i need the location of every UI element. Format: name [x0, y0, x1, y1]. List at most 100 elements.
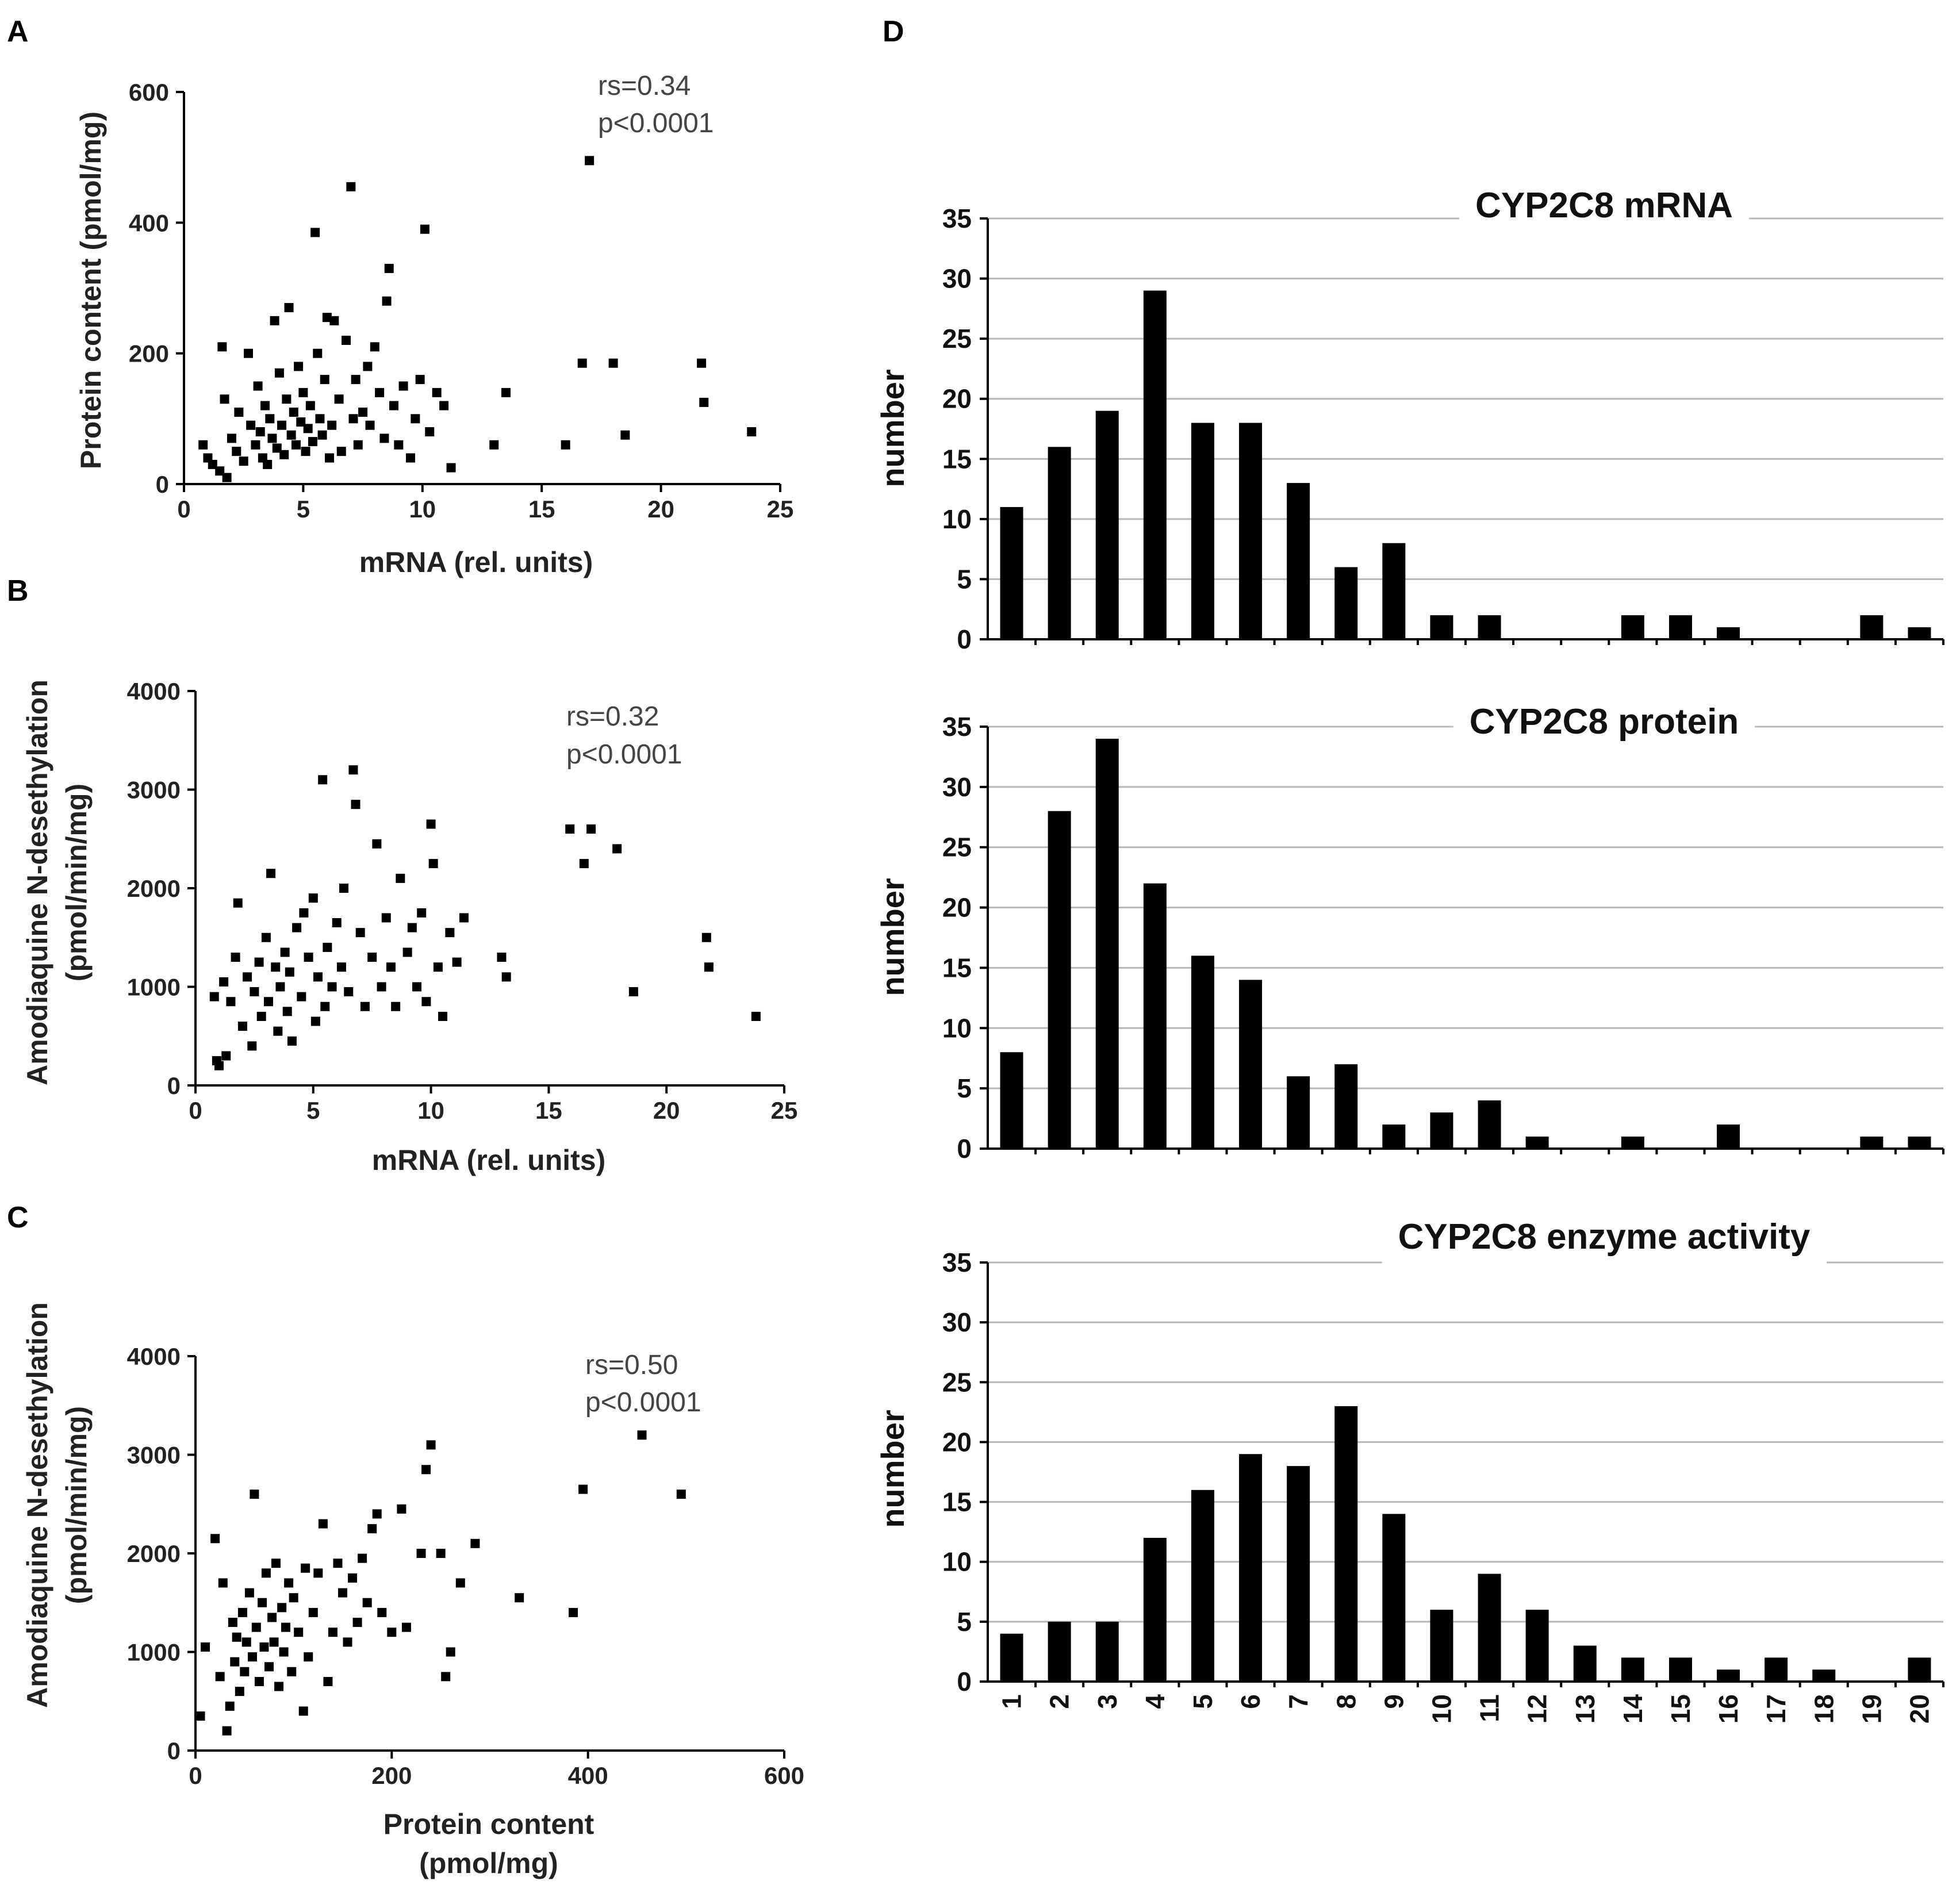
scatter-c-point [426, 1440, 436, 1450]
scatter-c-x-label-line2: (pmol/mg) [419, 1847, 558, 1879]
histogram-enzyme-activity-bar [1908, 1657, 1931, 1682]
panel-label-d: D [883, 15, 904, 48]
scatter-c-y-label-line2: (pmol/min/mg) [60, 1406, 93, 1604]
scatter-a-point [243, 348, 253, 358]
histogram-enzyme-activity-bar [1525, 1610, 1549, 1682]
scatter-c-point [352, 1618, 362, 1628]
scatter-a-point [439, 401, 449, 410]
scatter-a-point [251, 440, 260, 450]
scatter-a-point [501, 387, 511, 397]
scatter-b-y-tick-label: 3000 [127, 777, 181, 804]
scatter-a-point [291, 440, 301, 450]
scatter-b-y-tick-label: 1000 [127, 974, 181, 1001]
scatter-c-point [274, 1682, 284, 1691]
scatter-b-point [250, 987, 259, 997]
scatter-a-point [315, 414, 325, 424]
histogram-x-tick-label: 3 [1092, 1694, 1122, 1709]
scatter-b-point [377, 982, 386, 992]
histogram-enzyme-activity-bar [1765, 1657, 1788, 1682]
scatter-c-point [284, 1578, 294, 1588]
histogram-protein-y-tick-label: 25 [942, 832, 972, 862]
scatter-a-x-tick-label: 0 [177, 496, 190, 523]
scatter-c-point [298, 1706, 308, 1716]
scatter-c-point [259, 1642, 269, 1652]
histogram-enzyme-activity-y-tick-label: 30 [942, 1307, 972, 1337]
scatter-a-y-tick-label: 200 [129, 340, 169, 367]
scatter-b-point [263, 997, 273, 1007]
scatter-a-point [301, 447, 310, 456]
scatter-c-point [333, 1559, 343, 1568]
scatter-a-point [697, 358, 707, 368]
scatter-c-point [387, 1628, 397, 1637]
scatter-c-point [367, 1524, 377, 1534]
scatter-b-point [280, 947, 290, 957]
scatter-c-point [323, 1676, 333, 1686]
scatter-b-point [452, 957, 462, 967]
scatter-a-y-tick-label: 600 [129, 79, 169, 106]
scatter-c-point [569, 1607, 578, 1617]
scatter-a-y-label: Protein content (pmol/mg) [75, 112, 107, 469]
scatter-a-point [198, 440, 208, 450]
scatter-b-point [628, 987, 638, 997]
histogram-enzyme-activity-bar [1621, 1657, 1644, 1682]
scatter-a-point [227, 433, 236, 443]
scatter-b-point [704, 962, 714, 972]
scatter-c-x-tick-label: 400 [568, 1762, 608, 1789]
scatter-b-point [417, 908, 427, 918]
histogram-mrna-bar [1239, 423, 1263, 639]
scatter-a-point [336, 447, 346, 456]
scatter-c-point [215, 1672, 225, 1682]
scatter-c-point [240, 1667, 250, 1676]
scatter-a-point [585, 156, 594, 166]
histogram-mrna-bar [1334, 567, 1358, 639]
scatter-b-point [372, 839, 382, 849]
scatter-a-point [406, 453, 416, 463]
scatter-a-point [305, 401, 315, 410]
scatter-b-point [579, 859, 589, 869]
histogram-enzyme-activity-y-tick-label: 15 [942, 1487, 972, 1517]
scatter-b-point [391, 1001, 401, 1011]
scatter-c-point [251, 1622, 261, 1632]
histogram-mrna-y-tick-label: 15 [942, 444, 972, 474]
scatter-b-x-tick-label: 10 [417, 1097, 444, 1124]
scatter-b-point [271, 962, 281, 972]
scatter-b-point [221, 1051, 231, 1061]
scatter-c-point [436, 1549, 446, 1558]
scatter-c-point [261, 1568, 271, 1578]
histogram-enzyme-activity-bar [1000, 1633, 1023, 1682]
histogram-mrna-y-tick-label: 20 [942, 384, 972, 414]
scatter-b-point [266, 869, 276, 878]
scatter-b-y-tick-label: 0 [167, 1072, 181, 1099]
scatter-b-point [332, 918, 342, 928]
scatter-b-point [327, 982, 337, 992]
histogram-protein-y-tick-label: 35 [942, 712, 972, 742]
scatter-c-point [515, 1593, 524, 1603]
scatter-b-point [285, 967, 294, 977]
histogram-protein-bar [1382, 1124, 1406, 1149]
scatter-a-point [310, 228, 320, 237]
scatter-a-x-tick-label: 20 [647, 496, 674, 523]
scatter-b-point [273, 1026, 283, 1036]
scatter-b-point [299, 908, 309, 918]
scatter-c-p: p<0.0001 [585, 1387, 701, 1418]
scatter-b-point [421, 997, 431, 1007]
scatter-a-point [334, 394, 344, 404]
histogram-enzyme-activity-bar [1717, 1669, 1740, 1682]
scatter-a-point [379, 433, 389, 443]
histogram-x-tick-label: 12 [1522, 1694, 1552, 1724]
scatter-c-point [225, 1701, 235, 1711]
scatter-a-point [327, 420, 337, 430]
scatter-b-x-tick-label: 25 [771, 1097, 798, 1124]
scatter-c-point [281, 1622, 291, 1632]
scatter-b-rs: rs=0.32 [566, 701, 659, 732]
histogram-enzyme-activity-y-tick-label: 25 [942, 1367, 972, 1397]
histogram-mrna-bar [1717, 627, 1740, 639]
histogram-mrna-bar [1621, 615, 1644, 639]
scatter-b-point [323, 942, 332, 952]
scatter-a-point [286, 430, 296, 440]
histogram-protein-bar [1908, 1137, 1931, 1149]
scatter-b-point [231, 953, 240, 962]
scatter-b-point [310, 1016, 320, 1026]
scatter-a-point [246, 420, 256, 430]
scatter-a-point [358, 407, 368, 417]
